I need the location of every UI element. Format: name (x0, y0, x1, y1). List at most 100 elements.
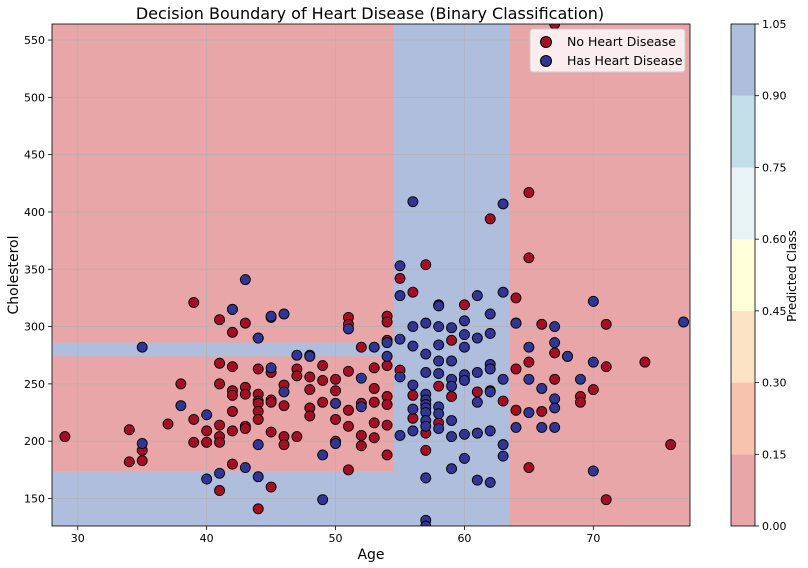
region-has-heart-disease-0 (393, 24, 510, 526)
point-has-heart-disease (523, 373, 535, 385)
point-no-heart-disease (523, 462, 535, 473)
point-no-heart-disease (368, 432, 380, 444)
point-no-heart-disease (201, 425, 213, 437)
legend-marker-has-heart-disease (540, 55, 552, 67)
point-no-heart-disease (188, 297, 200, 308)
point-no-heart-disease (381, 399, 393, 410)
colorbar-tick-label: 0.45 (762, 305, 787, 318)
point-no-heart-disease (394, 272, 406, 284)
point-has-heart-disease (265, 310, 277, 322)
point-no-heart-disease (355, 341, 367, 353)
point-no-heart-disease (188, 436, 200, 448)
point-no-heart-disease (304, 384, 316, 396)
point-no-heart-disease (239, 423, 251, 435)
point-has-heart-disease (355, 401, 367, 413)
point-has-heart-disease (497, 286, 509, 298)
point-no-heart-disease (536, 318, 548, 330)
point-no-heart-disease (549, 373, 561, 385)
point-no-heart-disease (59, 431, 71, 443)
point-has-heart-disease (433, 321, 445, 333)
point-has-heart-disease (484, 476, 496, 488)
point-has-heart-disease (471, 474, 483, 486)
colorbar-tick-label: 0.60 (762, 233, 787, 246)
point-has-heart-disease (394, 371, 406, 383)
point-no-heart-disease (407, 412, 419, 424)
point-has-heart-disease (433, 355, 445, 367)
point-has-heart-disease (471, 290, 483, 302)
point-has-heart-disease (587, 356, 599, 368)
colorbar-segment (731, 95, 755, 168)
point-no-heart-disease (536, 405, 548, 417)
point-no-heart-disease (317, 360, 329, 371)
point-no-heart-disease (317, 396, 329, 408)
point-has-heart-disease (458, 428, 470, 440)
point-has-heart-disease (317, 449, 329, 461)
region-no-heart-disease (52, 24, 690, 526)
y-tick-label: 500 (24, 91, 45, 104)
legend-box (529, 28, 686, 73)
point-has-heart-disease (239, 462, 251, 473)
point-no-heart-disease (639, 356, 651, 368)
point-has-heart-disease (330, 438, 342, 449)
point-has-heart-disease (394, 260, 406, 272)
point-no-heart-disease (407, 286, 419, 298)
point-no-heart-disease (549, 347, 561, 359)
point-no-heart-disease (291, 370, 303, 382)
chart-title: Decision Boundary of Heart Disease (Bina… (136, 4, 604, 23)
colorbar-label: Predicted Class (785, 230, 799, 322)
point-no-heart-disease (600, 361, 612, 373)
colorbar-segment (731, 24, 755, 96)
point-no-heart-disease (201, 436, 213, 448)
point-no-heart-disease (265, 426, 277, 438)
y-axis-label: Cholesterol (6, 235, 22, 314)
grid-lines (52, 24, 690, 526)
point-has-heart-disease (381, 337, 393, 349)
point-has-heart-disease (433, 423, 445, 435)
point-no-heart-disease (136, 455, 148, 467)
point-has-heart-disease (407, 196, 419, 208)
point-no-heart-disease (523, 252, 535, 264)
point-no-heart-disease (278, 400, 290, 412)
point-no-heart-disease (381, 316, 393, 328)
point-has-heart-disease (458, 452, 470, 464)
y-tick-label: 150 (24, 492, 45, 505)
point-has-heart-disease (523, 407, 535, 418)
point-has-heart-disease (407, 425, 419, 437)
point-has-heart-disease (136, 438, 148, 449)
point-has-heart-disease (497, 450, 509, 462)
point-no-heart-disease (510, 292, 522, 304)
colorbar-segment (731, 382, 755, 455)
point-has-heart-disease (355, 372, 367, 384)
point-no-heart-disease (600, 494, 612, 506)
y-tick-label: 550 (24, 34, 45, 47)
point-has-heart-disease (510, 317, 522, 329)
legend-label-has-heart-disease: Has Heart Disease (567, 53, 683, 68)
plot-frame (51, 23, 691, 527)
colorbar-frame (730, 23, 756, 527)
point-has-heart-disease (214, 467, 226, 479)
point-has-heart-disease (536, 421, 548, 433)
point-has-heart-disease (407, 403, 419, 415)
point-no-heart-disease (600, 318, 612, 330)
decision-regions (52, 24, 690, 526)
colorbar-tick-label: 0.30 (762, 377, 787, 390)
point-no-heart-disease (381, 360, 393, 371)
point-has-heart-disease (549, 321, 561, 333)
point-has-heart-disease (458, 341, 470, 353)
point-no-heart-disease (484, 213, 496, 225)
point-no-heart-disease (265, 396, 277, 408)
point-no-heart-disease (226, 361, 238, 373)
point-has-heart-disease (420, 420, 432, 432)
point-no-heart-disease (226, 458, 238, 470)
point-no-heart-disease (304, 410, 316, 422)
point-has-heart-disease (420, 520, 432, 526)
point-has-heart-disease (471, 427, 483, 439)
point-has-heart-disease (587, 295, 599, 307)
y-tick-label: 200 (24, 435, 45, 448)
point-has-heart-disease (471, 396, 483, 408)
point-no-heart-disease (587, 384, 599, 396)
region-has-heart-disease-2 (52, 342, 394, 357)
point-has-heart-disease (433, 408, 445, 420)
point-no-heart-disease (368, 396, 380, 408)
